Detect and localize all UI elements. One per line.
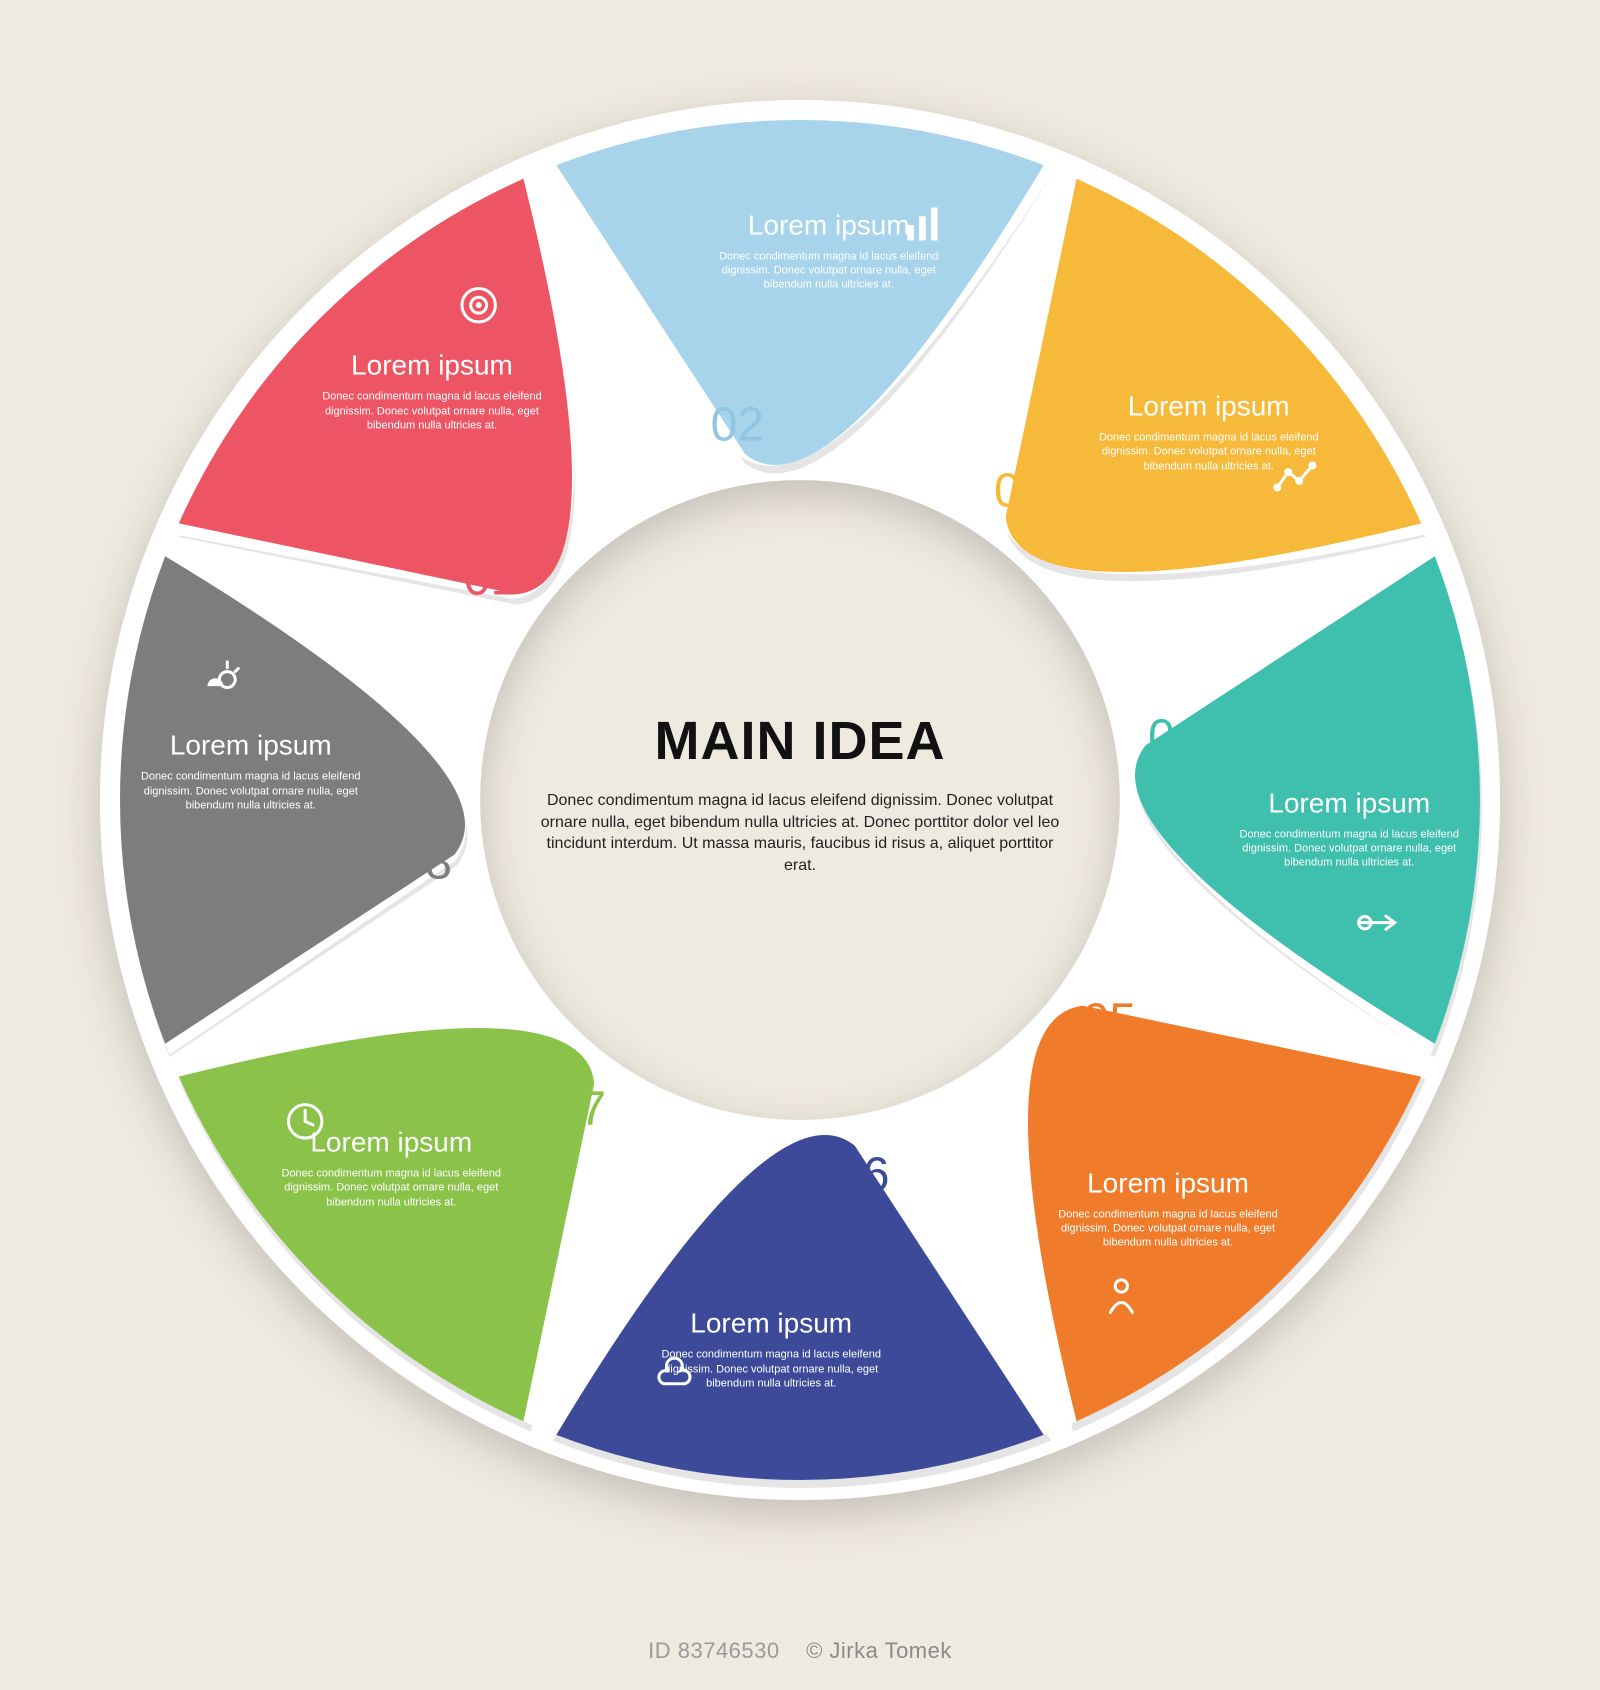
footer-id: ID 83746530 [648, 1638, 780, 1663]
segment-number-04: 04 [1148, 710, 1201, 765]
segment-number-05: 05 [1083, 993, 1136, 1048]
segment-number-03: 03 [994, 463, 1047, 518]
center-body: Donec condimentum magna id lacus eleifen… [540, 790, 1060, 876]
center-title: MAIN IDEA [540, 710, 1060, 772]
infographic-stage: MAIN IDEA Donec condimentum magna id lac… [0, 0, 1600, 1600]
segment-number-02: 02 [711, 398, 764, 453]
segment-number-08: 08 [399, 835, 452, 890]
segment-number-07: 07 [553, 1082, 606, 1137]
segment-number-06: 06 [836, 1147, 889, 1202]
segment-number-01: 01 [464, 552, 517, 607]
footer: ID 83746530 © Jirka Tomek [0, 1638, 1600, 1664]
footer-author: © Jirka Tomek [806, 1638, 952, 1663]
center-block: MAIN IDEA Donec condimentum magna id lac… [540, 710, 1060, 876]
